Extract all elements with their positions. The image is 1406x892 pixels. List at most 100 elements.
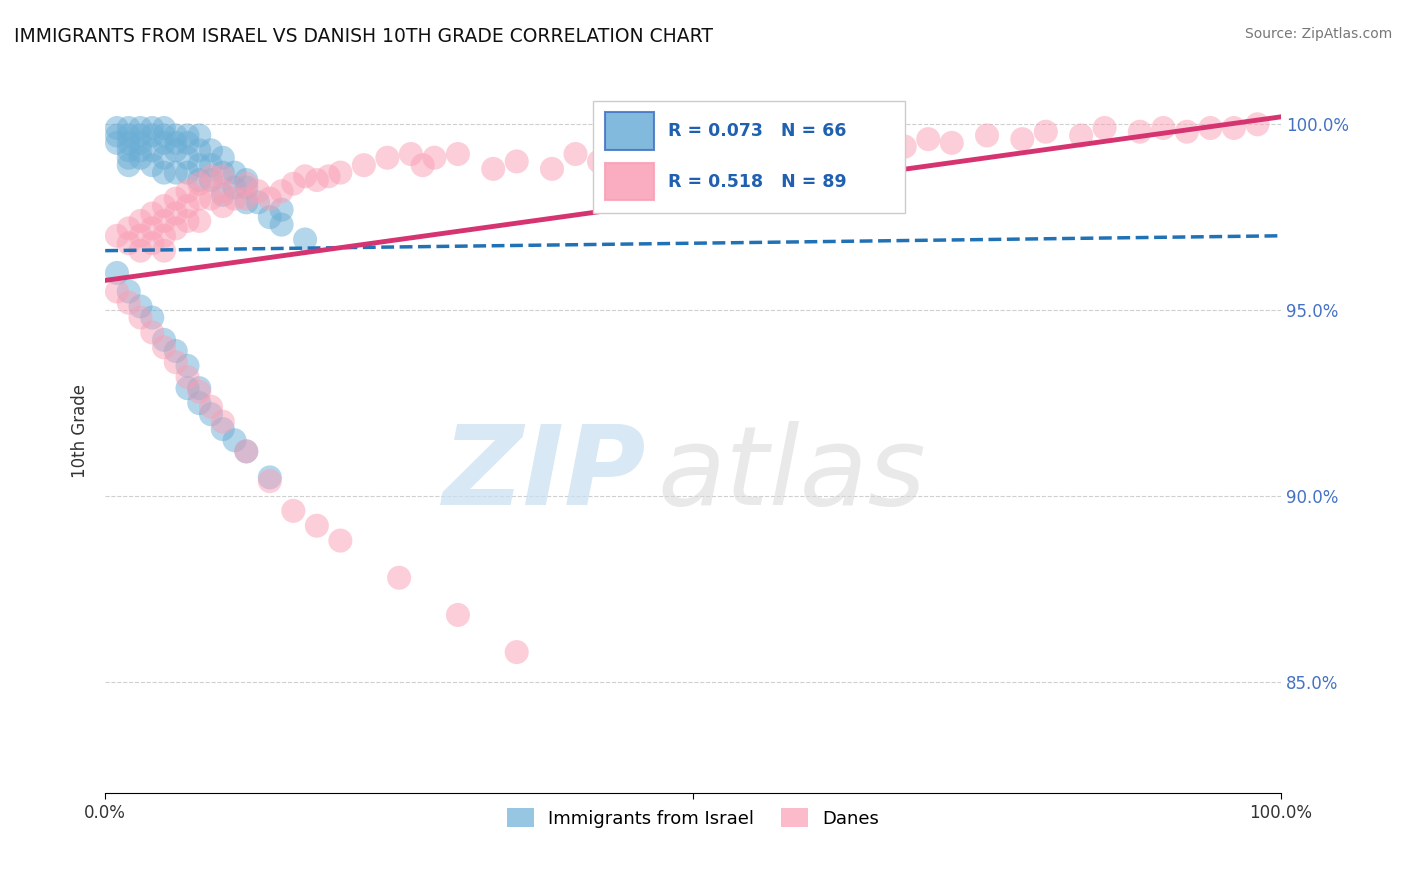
Point bbox=[118, 136, 141, 150]
Point bbox=[564, 147, 586, 161]
Point bbox=[917, 132, 939, 146]
Point bbox=[235, 177, 257, 191]
Point bbox=[447, 607, 470, 622]
Point bbox=[153, 151, 176, 165]
Text: atlas: atlas bbox=[658, 421, 927, 528]
Point bbox=[893, 139, 915, 153]
Point bbox=[129, 244, 152, 258]
Point bbox=[658, 158, 681, 172]
Point bbox=[388, 571, 411, 585]
Point bbox=[211, 165, 233, 179]
Point bbox=[235, 173, 257, 187]
Text: Source: ZipAtlas.com: Source: ZipAtlas.com bbox=[1244, 27, 1392, 41]
Point bbox=[129, 310, 152, 325]
Point bbox=[211, 415, 233, 429]
Point bbox=[1070, 128, 1092, 143]
Point bbox=[270, 184, 292, 198]
Point bbox=[165, 128, 187, 143]
Point bbox=[141, 326, 163, 340]
Point bbox=[153, 340, 176, 354]
Point bbox=[259, 470, 281, 484]
Point bbox=[176, 184, 198, 198]
Point bbox=[259, 474, 281, 488]
Point bbox=[1199, 120, 1222, 135]
Point bbox=[211, 422, 233, 436]
Point bbox=[1223, 120, 1246, 135]
Point bbox=[294, 169, 316, 184]
Point bbox=[188, 214, 211, 228]
Point bbox=[858, 136, 880, 150]
Point bbox=[129, 120, 152, 135]
Point bbox=[176, 214, 198, 228]
Point bbox=[224, 165, 246, 179]
Point bbox=[153, 199, 176, 213]
Point bbox=[1175, 125, 1198, 139]
Point bbox=[165, 165, 187, 179]
Point bbox=[176, 165, 198, 179]
Point bbox=[482, 161, 505, 176]
Point bbox=[200, 143, 222, 157]
Point bbox=[165, 221, 187, 235]
Point bbox=[105, 128, 128, 143]
Point bbox=[176, 128, 198, 143]
Text: ZIP: ZIP bbox=[443, 421, 645, 528]
Point bbox=[623, 151, 645, 165]
Point bbox=[153, 165, 176, 179]
Point bbox=[329, 165, 352, 179]
Point bbox=[1011, 132, 1033, 146]
Point bbox=[176, 370, 198, 384]
Point bbox=[211, 199, 233, 213]
Point bbox=[247, 184, 270, 198]
Point bbox=[776, 143, 799, 157]
Point bbox=[165, 206, 187, 220]
Point bbox=[153, 120, 176, 135]
Point bbox=[105, 228, 128, 243]
Point bbox=[235, 180, 257, 194]
Point bbox=[224, 434, 246, 448]
Y-axis label: 10th Grade: 10th Grade bbox=[72, 384, 89, 478]
Point bbox=[141, 206, 163, 220]
Point bbox=[165, 136, 187, 150]
Point bbox=[235, 444, 257, 458]
Point bbox=[153, 333, 176, 347]
Point bbox=[211, 151, 233, 165]
FancyBboxPatch shape bbox=[605, 162, 654, 201]
Point bbox=[211, 184, 233, 198]
Point bbox=[976, 128, 998, 143]
Point bbox=[118, 221, 141, 235]
Point bbox=[506, 154, 529, 169]
Point bbox=[447, 147, 470, 161]
Point bbox=[118, 151, 141, 165]
Point bbox=[105, 285, 128, 299]
Point bbox=[412, 158, 434, 172]
Point bbox=[129, 128, 152, 143]
Point bbox=[165, 355, 187, 369]
Point bbox=[141, 158, 163, 172]
Point bbox=[129, 300, 152, 314]
Point bbox=[270, 218, 292, 232]
Point bbox=[247, 195, 270, 210]
Point bbox=[305, 518, 328, 533]
Text: IMMIGRANTS FROM ISRAEL VS DANISH 10TH GRADE CORRELATION CHART: IMMIGRANTS FROM ISRAEL VS DANISH 10TH GR… bbox=[14, 27, 713, 45]
FancyBboxPatch shape bbox=[605, 112, 654, 150]
Point bbox=[541, 161, 564, 176]
Point bbox=[200, 173, 222, 187]
Point bbox=[1129, 125, 1152, 139]
Point bbox=[941, 136, 963, 150]
Point bbox=[165, 143, 187, 157]
Point bbox=[105, 136, 128, 150]
Point bbox=[741, 139, 763, 153]
Point bbox=[506, 645, 529, 659]
Point bbox=[259, 192, 281, 206]
Point bbox=[105, 120, 128, 135]
Text: R = 0.518   N = 89: R = 0.518 N = 89 bbox=[668, 172, 846, 191]
Point bbox=[211, 187, 233, 202]
Point bbox=[283, 504, 305, 518]
Point bbox=[141, 143, 163, 157]
Point bbox=[176, 359, 198, 373]
Point bbox=[176, 199, 198, 213]
Point bbox=[329, 533, 352, 548]
Point bbox=[118, 285, 141, 299]
Point bbox=[305, 173, 328, 187]
Point bbox=[224, 180, 246, 194]
